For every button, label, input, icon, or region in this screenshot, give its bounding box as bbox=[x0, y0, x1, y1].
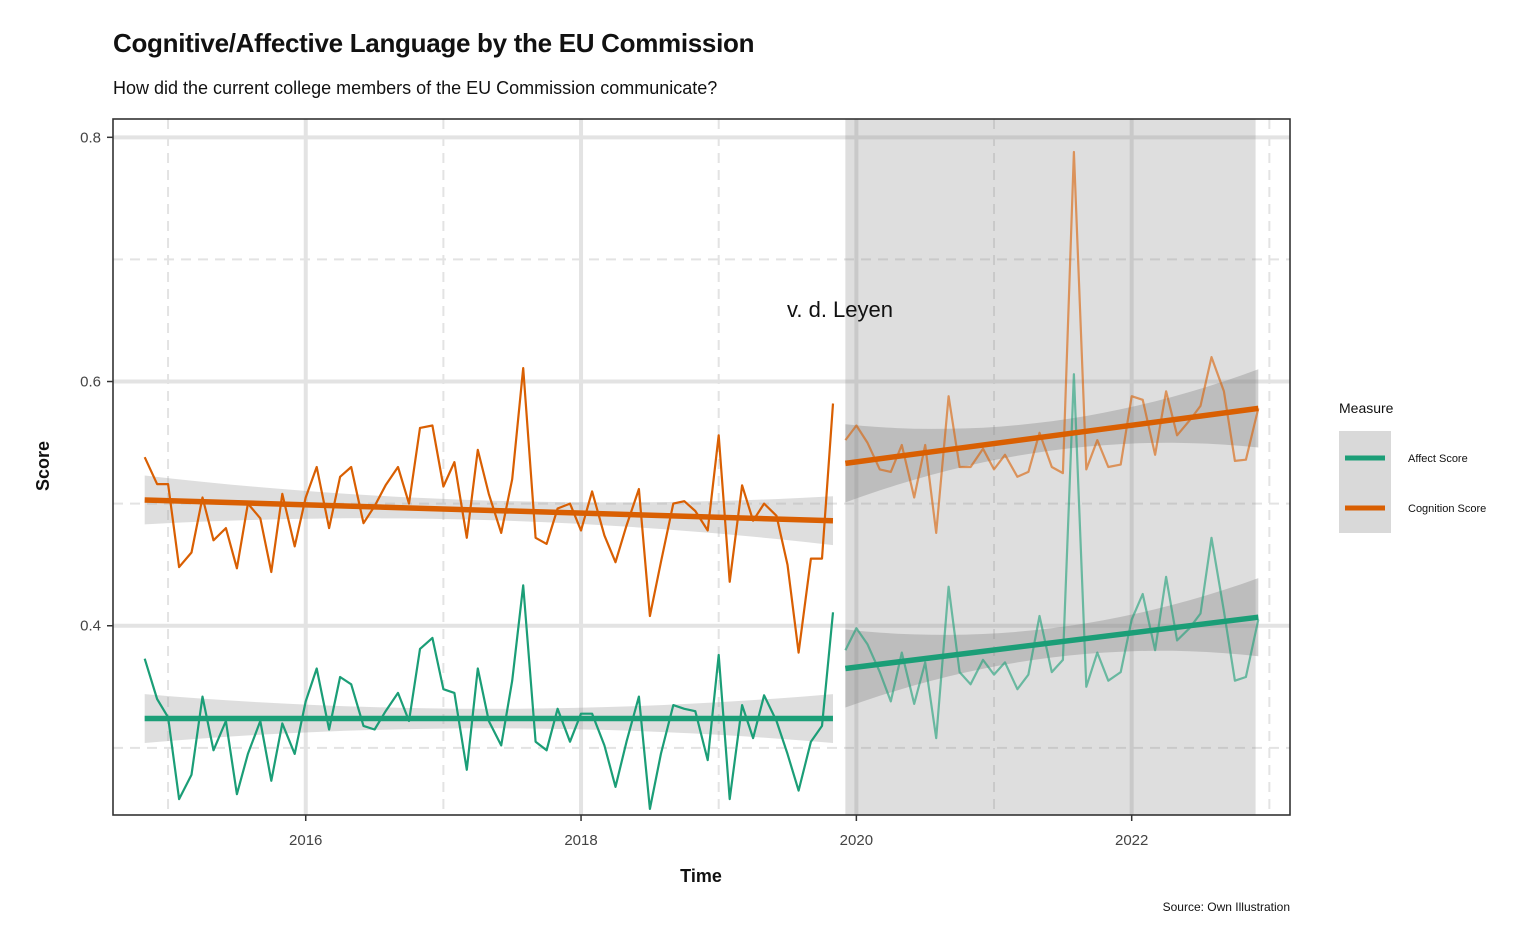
y-tick-label: 0.6 bbox=[80, 374, 101, 391]
x-tick-label: 2018 bbox=[564, 832, 597, 849]
trend-line-cognition bbox=[844, 405, 1259, 467]
y-tick-label: 0.8 bbox=[80, 129, 101, 146]
legend-key-background bbox=[1339, 431, 1391, 533]
trend-line-cognition bbox=[144, 497, 834, 524]
y-axis-title: Score bbox=[33, 441, 53, 491]
legend-label-cognition: Cognition Score bbox=[1408, 503, 1486, 515]
axis-layer: 2016 2018 2020 2022 0.4 0.6 0.8 bbox=[80, 129, 1148, 849]
x-tick-label: 2022 bbox=[1115, 832, 1148, 849]
chart-caption: Source: Own Illustration bbox=[1162, 900, 1290, 914]
x-tick-label: 2020 bbox=[840, 832, 873, 849]
series-line-cognition bbox=[844, 150, 1260, 534]
trend-layer bbox=[144, 405, 1259, 722]
series-line-cognition bbox=[143, 367, 835, 654]
chart-title: Cognitive/Affective Language by the EU C… bbox=[113, 28, 755, 58]
legend-title: Measure bbox=[1339, 400, 1394, 416]
x-axis-title: Time bbox=[680, 866, 722, 886]
trend-line-affect bbox=[845, 614, 1259, 672]
plot-panel-border bbox=[112, 118, 1291, 816]
y-tick-label: 0.4 bbox=[80, 618, 101, 635]
legend: Measure Affect Score Cognition Score bbox=[1339, 400, 1486, 533]
series-line-affect bbox=[143, 584, 835, 810]
legend-label-affect: Affect Score bbox=[1408, 453, 1468, 465]
annotation-label: v. d. Leyen bbox=[787, 297, 893, 322]
chart-subtitle: How did the current college members of t… bbox=[113, 78, 718, 98]
x-tick-label: 2016 bbox=[289, 832, 322, 849]
